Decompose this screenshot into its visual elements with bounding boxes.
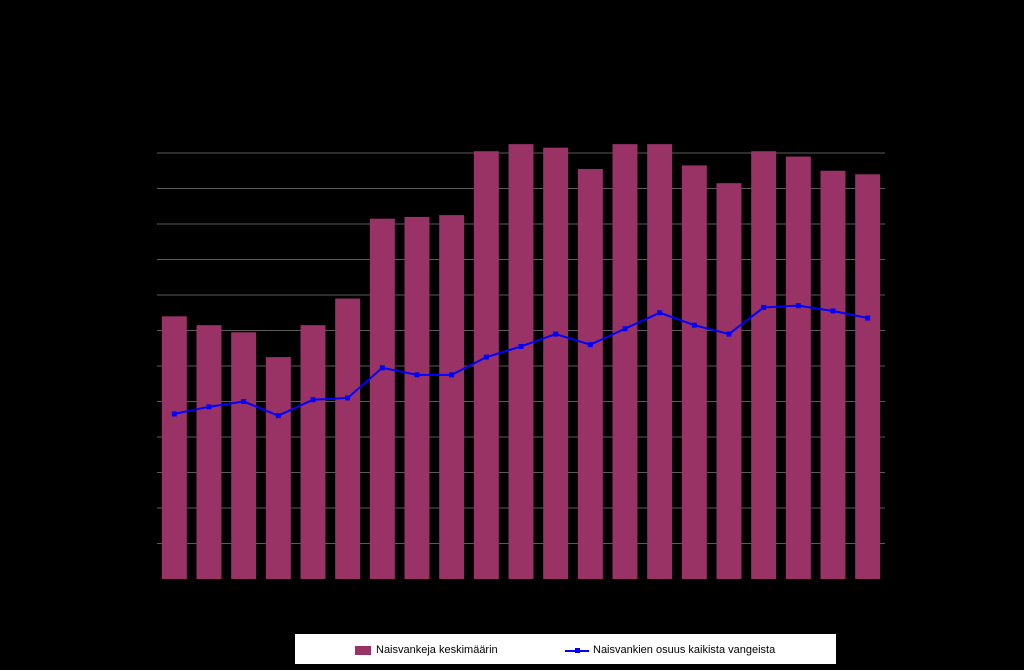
bar [404, 216, 430, 579]
line-point [761, 304, 767, 310]
bar [161, 316, 187, 579]
line-point [587, 342, 593, 348]
line-point [414, 372, 420, 378]
legend-bar-swatch [355, 645, 371, 655]
line-point [379, 365, 385, 371]
line-point [830, 308, 836, 314]
bar [508, 144, 534, 579]
line-point [206, 404, 212, 410]
line-point [171, 411, 177, 417]
legend-line-swatch [565, 646, 589, 655]
bar [369, 218, 395, 580]
legend-bar-label: Naisvankeja keskimäärin [376, 644, 498, 656]
bar [612, 144, 638, 579]
legend-item-line: Naisvankien osuus kaikista vangeista [565, 634, 775, 666]
line-point [865, 315, 871, 321]
bar [716, 183, 742, 580]
bar [820, 170, 846, 579]
bar [751, 151, 777, 579]
bar-series [161, 144, 881, 580]
bar [681, 165, 707, 580]
bar [543, 147, 569, 580]
bar [439, 215, 465, 579]
line-point [726, 331, 732, 337]
bar [473, 151, 499, 579]
legend-line-label: Naisvankien osuus kaikista vangeista [593, 644, 776, 656]
bar [231, 332, 257, 579]
legend-item-bars: Naisvankeja keskimäärin [355, 634, 498, 666]
line-point [275, 413, 281, 419]
bar [335, 298, 361, 579]
line-point [241, 399, 247, 404]
line-point [449, 372, 455, 378]
line-point [518, 343, 524, 349]
bar [577, 168, 603, 579]
bar [265, 357, 291, 579]
legend: Naisvankeja keskimäärin Naisvankien osuu… [294, 633, 837, 665]
line-point [553, 331, 559, 337]
bar [855, 174, 881, 580]
bar [785, 156, 811, 580]
line-point [622, 326, 628, 332]
bar [300, 325, 326, 579]
bar [647, 144, 673, 579]
line-point [310, 397, 316, 403]
line-point [345, 395, 351, 401]
line-point [483, 354, 489, 360]
line-point [691, 322, 697, 328]
line-point [795, 303, 801, 309]
bar [196, 325, 222, 579]
line-series [171, 303, 871, 419]
line-point [657, 310, 663, 316]
